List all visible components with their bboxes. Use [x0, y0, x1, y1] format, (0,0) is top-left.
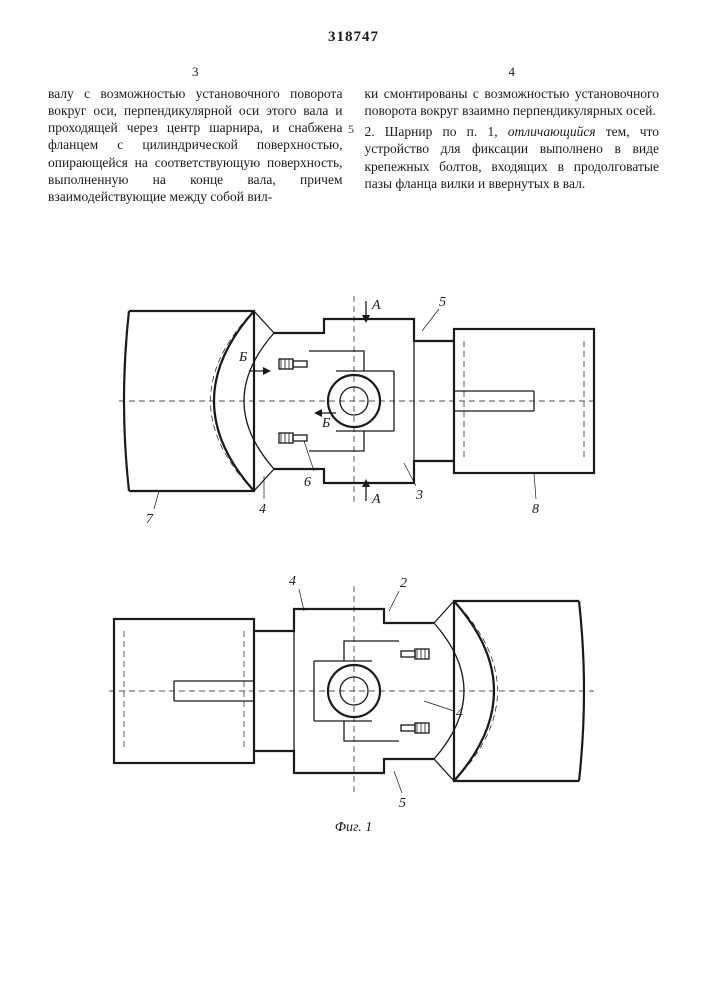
- section-B: Б Б: [238, 350, 336, 431]
- callout-5-top: 5: [439, 295, 446, 310]
- section-A: А А: [362, 298, 381, 507]
- top-assembly: А А Б Б 5 3: [119, 295, 599, 527]
- callout-2-bot: 2: [400, 576, 407, 591]
- callout-4-bot-mid: 4: [456, 706, 463, 721]
- callout-8-top: 8: [532, 502, 539, 517]
- label-A-top: А: [371, 298, 381, 313]
- callout-4-top: 4: [259, 502, 266, 517]
- column-right-text-2: 2. Шарнир по п. 1, отличающийся тем, что…: [365, 123, 660, 192]
- bottom-assembly: 2 4 4 5: [109, 574, 594, 811]
- bolt-top-lower: [279, 433, 307, 443]
- callout-3-top: 3: [415, 488, 423, 503]
- callout-7-top: 7: [146, 512, 154, 527]
- callout-4-bot-top: 4: [289, 574, 296, 589]
- patent-number: 318747: [0, 28, 707, 47]
- column-left-text: валу с возможностью установочного поворо…: [48, 85, 343, 206]
- column-left: 3 валу с возможностью установочного пово…: [48, 64, 343, 205]
- column-right: 4 ки смонтированы с возможностью установ…: [365, 64, 660, 205]
- line-number-5: 5: [348, 122, 354, 137]
- label-A-bot: А: [371, 492, 381, 507]
- callout-5-bot: 5: [399, 796, 406, 811]
- column-right-text-1: ки смонтированы с возможностью установоч…: [365, 85, 660, 120]
- claim2-lead: 2. Шарнир по п. 1,: [365, 124, 498, 139]
- callout-6-top: 6: [304, 475, 311, 490]
- figure-caption: Фиг. 1: [335, 819, 373, 837]
- figure-block: А А Б Б 5 3: [48, 241, 659, 837]
- column-left-number: 3: [48, 64, 343, 81]
- figure-drawing: А А Б Б 5 3: [104, 241, 604, 811]
- claim2-em: отличающийся: [508, 124, 596, 139]
- label-B-top: Б: [238, 350, 247, 365]
- page: 318747 3 валу с возможностью установочно…: [0, 0, 707, 1000]
- column-right-number: 4: [365, 64, 660, 81]
- label-B-bot: Б: [321, 416, 330, 431]
- bolt-top-upper: [279, 359, 307, 369]
